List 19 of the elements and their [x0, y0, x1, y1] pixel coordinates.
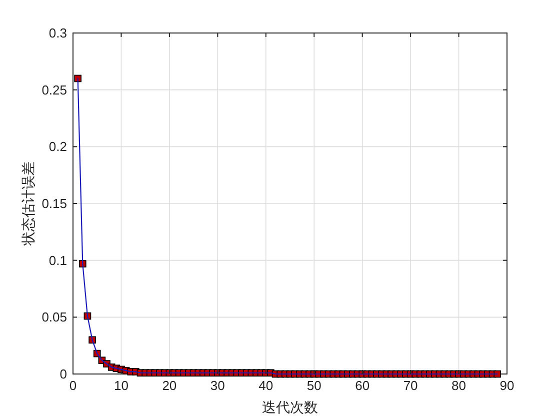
x-tick-label: 10: [114, 378, 128, 393]
y-tick-label: 0.3: [48, 26, 67, 41]
x-tick-label: 90: [500, 378, 514, 393]
y-tick-label: 0.2: [48, 139, 67, 154]
x-tick-label: 70: [403, 378, 418, 393]
y-tick-label: 0.25: [42, 82, 67, 98]
x-tick-label: 20: [162, 378, 177, 393]
x-tick-label: 60: [355, 378, 370, 393]
y-axis-title: 状态估计误差: [21, 162, 37, 246]
y-tick-label: 0.15: [42, 196, 67, 212]
x-axis-title: 迭代次数: [262, 400, 318, 416]
x-tick-label: 30: [210, 378, 225, 393]
y-tick-label: 0.05: [42, 310, 67, 325]
x-tick-label: 40: [258, 378, 274, 393]
x-tick-label: 50: [306, 378, 322, 393]
x-tick-label: 0: [69, 378, 77, 393]
y-tick-label: 0.1: [48, 252, 67, 268]
x-tick-label: 80: [452, 378, 466, 393]
y-tick-label: 0: [60, 366, 67, 382]
